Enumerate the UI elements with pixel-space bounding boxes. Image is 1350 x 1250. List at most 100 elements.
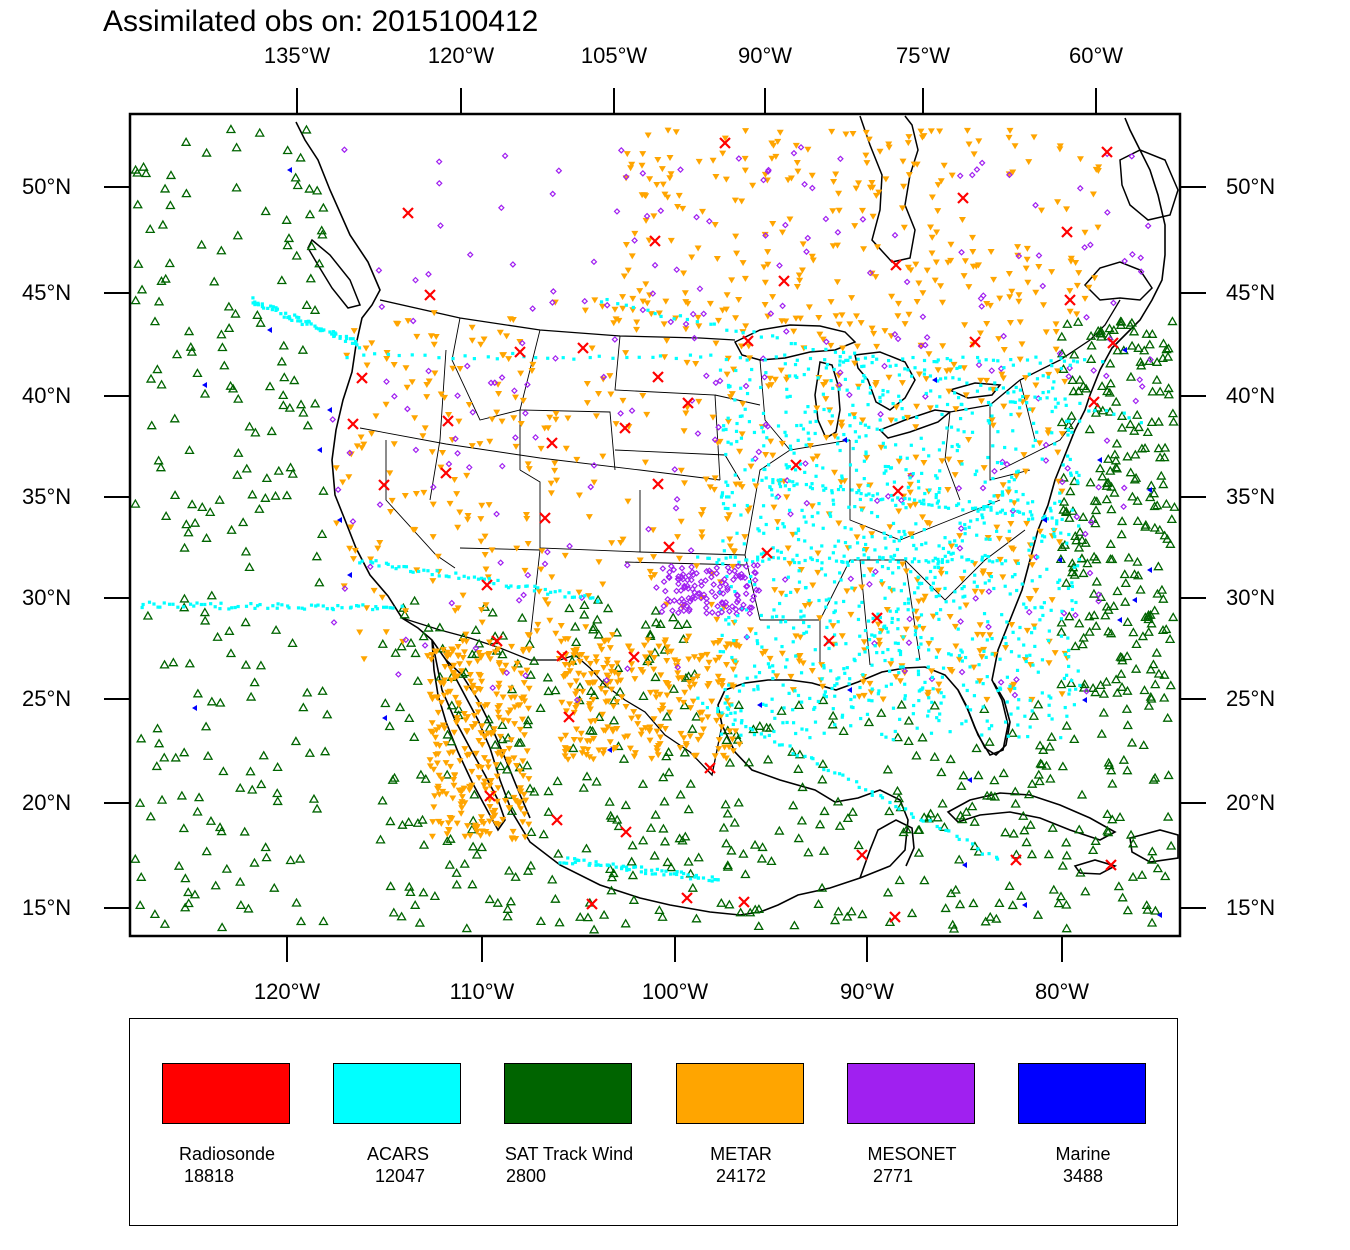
acars-marker xyxy=(423,353,427,357)
sat-track-wind-marker xyxy=(756,853,768,863)
acars-marker xyxy=(788,394,792,398)
sat-track-wind-marker xyxy=(1048,884,1059,894)
acars-marker xyxy=(960,462,964,466)
acars-marker xyxy=(940,675,944,679)
acars-marker xyxy=(1012,478,1016,482)
metar-marker xyxy=(875,189,883,196)
acars-marker xyxy=(573,857,577,861)
mesonet-marker xyxy=(661,587,669,595)
metar-marker xyxy=(894,313,902,320)
mesonet-marker xyxy=(1137,268,1145,275)
acars-marker xyxy=(940,560,944,565)
metar-marker xyxy=(914,616,922,623)
metar-marker xyxy=(713,717,721,724)
acars-marker xyxy=(1027,372,1031,376)
sat-track-wind-marker xyxy=(937,798,948,808)
sat-track-wind-marker xyxy=(626,856,637,866)
metar-marker xyxy=(819,683,827,690)
acars-marker xyxy=(762,444,766,448)
sat-track-wind-marker xyxy=(969,841,981,851)
metar-marker xyxy=(478,723,486,730)
acars-marker xyxy=(583,594,587,598)
sat-track-wind-marker xyxy=(245,691,257,701)
acars-marker xyxy=(836,620,840,624)
metar-marker xyxy=(715,746,723,753)
sat-track-wind-marker xyxy=(896,699,907,709)
acars-marker xyxy=(287,606,291,610)
sat-track-wind-marker xyxy=(776,705,787,715)
acars-marker xyxy=(937,544,941,548)
acars-marker xyxy=(933,575,937,580)
sat-track-wind-marker xyxy=(216,329,227,339)
legend: Radiosonde 18818 ACARS 12047 SAT Track W… xyxy=(129,1018,1178,1226)
sat-track-wind-marker xyxy=(1121,703,1133,713)
sat-track-wind-marker xyxy=(1153,561,1164,571)
mesonet-marker xyxy=(445,460,453,468)
sat-track-wind-marker xyxy=(467,649,478,659)
metar-marker xyxy=(541,597,549,604)
mesonet-marker xyxy=(452,435,459,443)
left-lat-label: 20°N xyxy=(22,790,72,815)
acars-marker xyxy=(841,360,846,364)
acars-marker xyxy=(1016,723,1020,727)
sat-track-wind-marker xyxy=(1019,825,1030,835)
mesonet-marker xyxy=(651,261,659,269)
metar-marker xyxy=(808,253,816,260)
metar-marker xyxy=(511,694,519,701)
acars-marker xyxy=(377,564,381,568)
sat-track-wind-marker xyxy=(1153,668,1164,678)
acars-marker xyxy=(928,818,932,823)
sat-track-wind-marker xyxy=(1078,381,1089,390)
acars-marker xyxy=(878,418,882,422)
acars-marker xyxy=(985,719,989,723)
metar-marker xyxy=(1026,596,1034,603)
acars-marker xyxy=(883,464,887,469)
metar-marker xyxy=(1052,321,1060,328)
acars-marker xyxy=(751,560,755,564)
metar-marker xyxy=(689,698,697,705)
sat-track-wind-marker xyxy=(196,239,207,249)
metar-marker xyxy=(724,418,732,425)
acars-marker xyxy=(721,428,725,432)
sat-track-wind-marker xyxy=(410,899,421,909)
sat-track-wind-marker xyxy=(256,779,267,789)
acars-marker xyxy=(922,498,926,502)
acars-marker xyxy=(800,727,804,731)
acars-marker xyxy=(1074,600,1078,605)
acars-marker xyxy=(763,358,767,362)
mesonet-marker xyxy=(429,483,437,491)
acars-marker xyxy=(820,544,824,548)
mesonet-marker xyxy=(733,598,741,606)
metar-marker xyxy=(882,176,890,183)
metar-marker xyxy=(667,237,675,244)
acars-marker xyxy=(894,363,898,367)
acars-marker xyxy=(775,336,779,340)
acars-marker xyxy=(750,367,754,372)
sat-track-wind-marker xyxy=(1023,789,1035,799)
mesonet-marker xyxy=(552,355,559,362)
acars-marker xyxy=(558,589,562,593)
acars-marker xyxy=(354,341,358,346)
metar-marker xyxy=(896,678,904,685)
metar-marker xyxy=(505,356,513,363)
metar-marker xyxy=(535,588,543,595)
acars-marker xyxy=(176,605,180,609)
acars-marker xyxy=(699,355,703,359)
metar-marker xyxy=(604,656,612,663)
acars-marker xyxy=(741,683,745,687)
acars-marker xyxy=(898,649,903,654)
sat-track-wind-marker xyxy=(442,836,453,846)
metar-marker xyxy=(996,556,1004,563)
left-lat-label: 50°N xyxy=(22,174,72,199)
acars-marker xyxy=(1010,575,1015,579)
acars-marker xyxy=(445,574,449,578)
acars-marker xyxy=(771,334,775,338)
metar-marker xyxy=(367,556,375,563)
metar-marker xyxy=(722,661,730,668)
acars-marker xyxy=(1026,734,1030,739)
mesonet-marker xyxy=(590,462,598,469)
acars-marker xyxy=(664,869,668,873)
acars-marker xyxy=(1066,433,1070,437)
metar-marker xyxy=(444,689,452,696)
coastline-florida xyxy=(957,682,1011,757)
